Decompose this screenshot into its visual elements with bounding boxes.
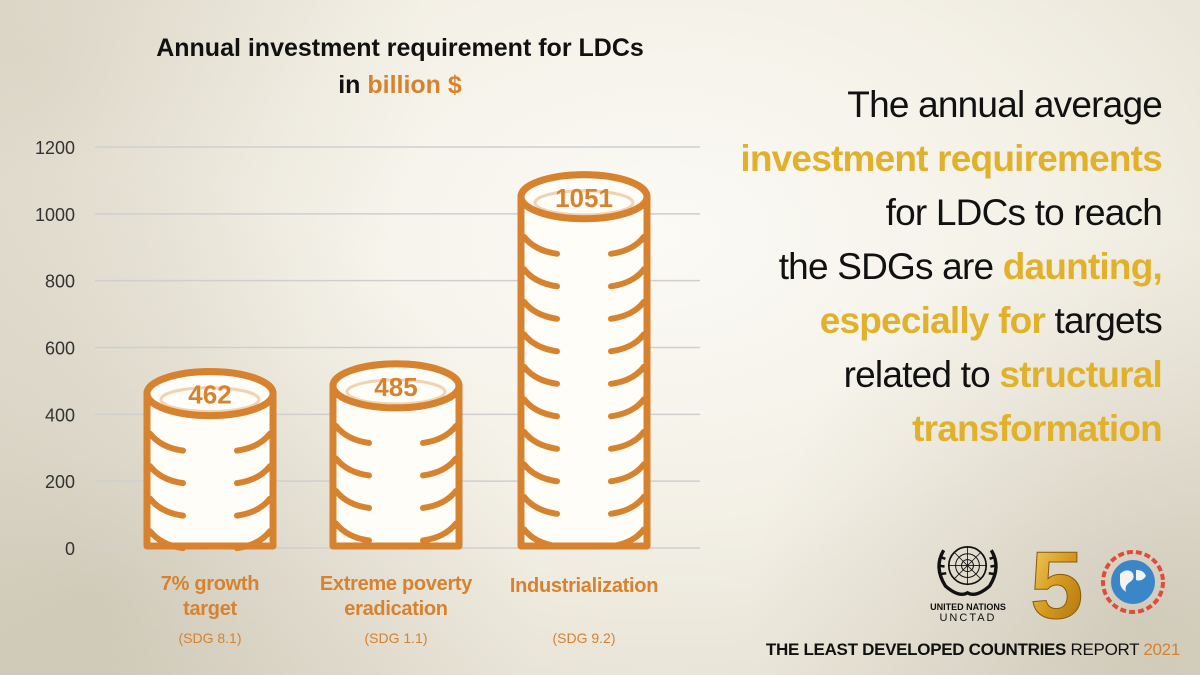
coin-stack-bar [517,171,651,550]
chart-title-prefix: in [338,71,368,99]
coin-edge [521,526,560,550]
x-category-subtitle: (SDG 1.1) [364,630,428,646]
coin-edge [147,528,186,552]
globe-icon [1111,560,1155,604]
coin-edge [608,396,647,420]
coin-edge [234,528,273,552]
coin-edge [608,233,647,257]
bar-chart: 0 200 400 600 800 1000 1200 462 485 1051 [35,138,700,559]
headline-line4: the SDGs are daunting, [642,240,1163,294]
y-tick-label: 800 [45,272,75,292]
headline-line6: related to structural [642,348,1163,402]
coin-edge [420,520,459,544]
coin-edge [333,422,372,446]
coin-top [517,171,651,223]
coin-edge [147,430,186,454]
headline-line5: especially for targets [642,294,1163,348]
coin-edge [333,487,372,511]
chart-title: Annual investment requirement for LDCs i… [70,30,730,104]
headline-line1: The annual average [847,84,1163,125]
coin-edge [521,396,560,420]
y-tick-label: 1000 [35,205,75,225]
coin-top [143,368,277,420]
coin-edge [608,493,647,517]
headline-line6a: related to [843,354,1000,395]
headline-line5a: especially for [819,300,1046,341]
headline-line4b: daunting, [1002,246,1163,287]
y-tick-label: 0 [65,539,75,559]
coin-edge [608,363,647,387]
headline-line3: for LDCs to reach [885,192,1163,233]
coin-edge [608,266,647,290]
coin-edge [147,495,186,519]
un-name-line2: UNCTAD [939,612,997,624]
x-category-label: Industrialization [509,575,659,597]
coin-edge [147,463,186,487]
coin-top-inner [345,378,447,406]
coin-top-inner [533,189,635,217]
coin-edge [521,233,560,257]
coin-edge [608,428,647,452]
x-category-label: Extreme poverty eradication [319,573,473,620]
coin-edge [420,487,459,511]
coin-edge [521,428,560,452]
report-title: THE LEAST DEVELOPED COUNTRIES REPORT 202… [766,640,1180,660]
coin-edge [234,495,273,519]
fifty-anniversary-logo: 5 [1030,532,1165,630]
report-year: 2021 [1143,640,1180,659]
data-label: 462 [188,380,231,410]
x-category-subtitle: (SDG 8.1) [178,630,242,646]
headline-line6b: structural [999,354,1162,395]
coin-edge [521,363,560,387]
x-category-label: 7% growth target [160,573,260,620]
chart-title-line1: Annual investment requirement for LDCs [156,34,644,62]
coin-edge [608,331,647,355]
report-title-rest: REPORT [1066,640,1144,659]
un-unctad-name: UNITED NATIONS UNCTAD [918,602,1018,624]
coin-top-inner [159,386,261,414]
coin-edge [420,422,459,446]
coin-edge [420,455,459,479]
coin-edge [521,493,560,517]
coin-edge [521,331,560,355]
report-title-bold: THE LEAST DEVELOPED COUNTRIES [765,640,1067,659]
chart-title-line2: in billion $ [70,67,730,104]
coin-edge [521,461,560,485]
coin-edge [608,461,647,485]
coin-edge [234,430,273,454]
un-emblem-icon [937,546,998,596]
y-tick-label: 600 [45,339,75,359]
headline-line5b: targets [1045,300,1162,341]
y-tick-label: 1200 [35,138,75,158]
headline-line7: transformation [912,408,1163,449]
headline-line4a: the SDGs are [778,246,1003,287]
un-name-line1: UNITED NATIONS [930,602,1006,612]
coin-edge [234,463,273,487]
y-tick-label: 400 [45,405,75,425]
headline-line2: investment requirements [740,138,1162,179]
coin-edge [521,298,560,322]
y-tick-label: 200 [45,472,75,492]
data-label: 1051 [555,183,613,213]
coin-edge [521,266,560,290]
coin-edge [333,520,372,544]
data-label: 485 [374,372,417,402]
sdg-ring-icon [1101,550,1165,614]
coin-edge [608,526,647,550]
coin-top [329,360,463,412]
x-category-subtitle: (SDG 9.2) [552,630,616,646]
headline-text: The annual average investment requiremen… [642,78,1162,456]
coin-edge [608,298,647,322]
coin-edge [333,455,372,479]
chart-unit: billion $ [367,71,462,99]
anniversary-digit: 5 [1030,532,1083,630]
